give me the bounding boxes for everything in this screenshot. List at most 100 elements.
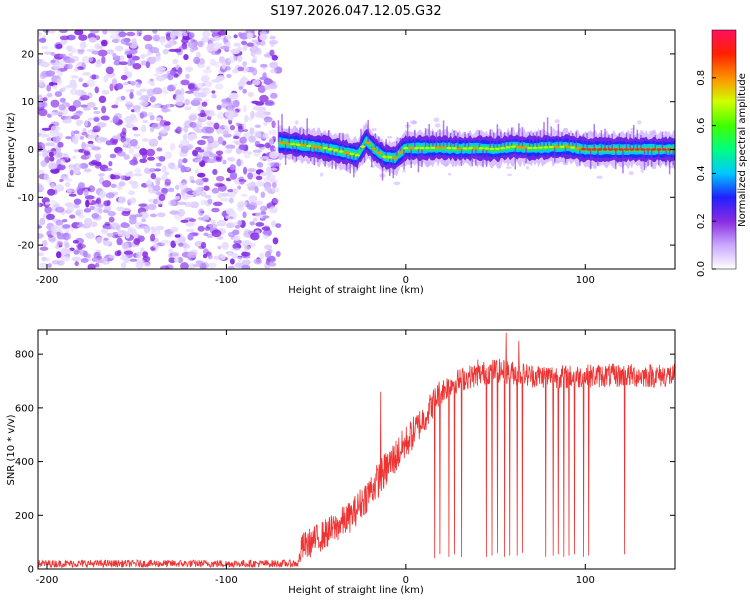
noise-blob — [87, 140, 94, 145]
noise-blob — [269, 61, 278, 69]
signal-band — [278, 138, 675, 161]
signal-core — [338, 150, 344, 153]
noise-blob — [101, 56, 106, 64]
noise-blob — [155, 117, 162, 122]
spectrogram-x-tick-label: 0 — [403, 275, 409, 286]
noise-blob — [91, 74, 97, 80]
noise-blob — [192, 189, 202, 197]
noise-blob — [85, 199, 90, 208]
noise-blob — [110, 183, 117, 189]
noise-blob — [142, 251, 149, 258]
noise-blob — [246, 42, 255, 47]
noise-blob — [247, 168, 257, 173]
noise-blob — [79, 163, 89, 169]
noise-blob — [628, 171, 634, 176]
noise-blob — [247, 92, 255, 98]
spectrogram-y-tick-label: 0 — [28, 145, 34, 156]
noise-blob — [84, 232, 95, 238]
noise-blob — [125, 172, 131, 177]
noise-blob — [94, 161, 102, 169]
noise-blob — [201, 126, 211, 134]
noise-blob — [134, 213, 143, 218]
noise-blob — [208, 113, 213, 117]
noise-blob — [231, 247, 241, 251]
signal-core — [414, 146, 420, 150]
noise-blob — [161, 165, 167, 174]
noise-blob — [206, 121, 215, 126]
noise-blob — [128, 170, 134, 179]
noise-blob — [158, 194, 166, 201]
noise-blob — [52, 69, 61, 73]
noise-blob — [149, 96, 156, 103]
spectrogram-x-tick-label: 100 — [576, 275, 595, 286]
signal-core — [532, 146, 538, 150]
noise-blob — [193, 56, 201, 65]
noise-blob — [198, 208, 205, 216]
noise-blob — [118, 196, 126, 204]
noise-blob — [433, 117, 440, 123]
noise-blob — [505, 166, 512, 169]
signal-core — [559, 145, 565, 148]
noise-blob — [253, 151, 261, 158]
noise-blob — [160, 239, 171, 246]
noise-blob — [38, 37, 47, 43]
snr-y-tick-label: 800 — [15, 350, 34, 361]
noise-blob — [187, 83, 195, 90]
noise-blob — [164, 43, 172, 48]
noise-blob — [596, 175, 603, 180]
noise-blob — [38, 169, 45, 175]
noise-blob — [172, 83, 178, 88]
noise-blob — [201, 76, 208, 83]
noise-blob — [261, 226, 271, 231]
noise-blob — [89, 205, 96, 211]
noise-blob — [177, 67, 183, 75]
noise-blob — [205, 65, 211, 71]
noise-blob — [50, 183, 55, 189]
noise-blob — [50, 224, 61, 233]
noise-blob — [76, 243, 86, 249]
noise-blob — [48, 151, 54, 158]
noise-blob — [168, 253, 173, 259]
noise-blob — [267, 262, 277, 267]
signal-core — [381, 155, 387, 158]
noise-blob — [192, 97, 203, 102]
noise-blob — [250, 50, 256, 57]
noise-blob — [58, 30, 68, 34]
signal-core — [521, 146, 527, 149]
noise-blob — [170, 69, 176, 76]
noise-blob — [59, 53, 67, 58]
noise-blob — [171, 251, 180, 260]
noise-blob — [95, 60, 102, 68]
spectrogram-y-tick-label: -20 — [18, 241, 34, 252]
noise-blob — [255, 211, 262, 219]
noise-blob — [128, 190, 135, 196]
noise-blob — [393, 181, 401, 186]
noise-blob — [77, 214, 86, 219]
noise-blob — [251, 100, 259, 104]
noise-blob — [88, 161, 97, 166]
noise-blob — [214, 42, 222, 49]
noise-blob — [142, 119, 149, 124]
noise-blob — [62, 118, 72, 124]
noise-blob — [45, 201, 50, 205]
noise-blob — [208, 223, 218, 229]
noise-blob — [213, 122, 220, 130]
noise-blob — [79, 41, 87, 49]
noise-blob — [178, 45, 188, 50]
noise-blob — [74, 261, 79, 267]
noise-blob — [259, 33, 268, 41]
signal-core — [586, 148, 592, 151]
signal-core — [435, 146, 441, 149]
noise-blob — [86, 79, 96, 88]
noise-blob — [173, 257, 180, 263]
noise-blob — [101, 228, 109, 233]
noise-blob — [198, 216, 203, 221]
noise-blob — [192, 263, 202, 268]
noise-blob — [123, 140, 128, 147]
noise-blob — [182, 158, 188, 164]
noise-blob — [106, 232, 114, 237]
noise-blob — [87, 117, 94, 121]
noise-blob — [120, 175, 126, 181]
noise-blob — [99, 190, 106, 199]
noise-blob — [295, 120, 299, 125]
